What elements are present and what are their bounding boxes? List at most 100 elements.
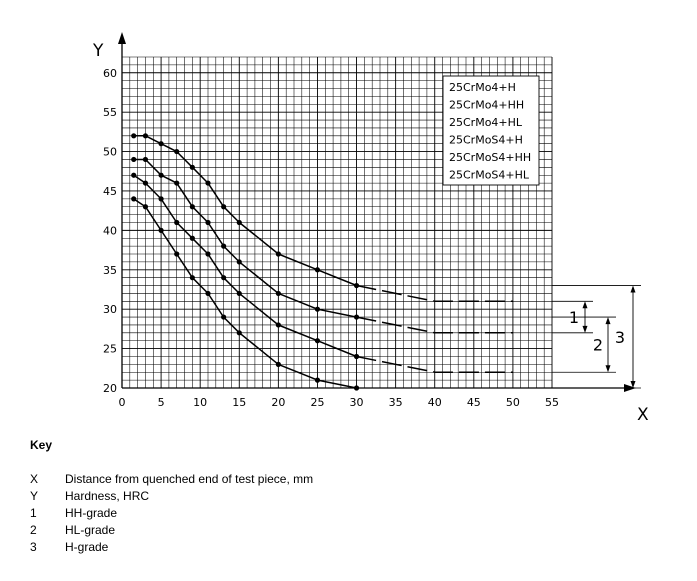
legend-entry: 25CrMoS4+HL	[449, 169, 530, 182]
x-tick-label: 15	[232, 396, 246, 409]
x-tick-label: 50	[506, 396, 520, 409]
data-point	[142, 133, 149, 139]
x-tick-label: 30	[350, 396, 364, 409]
y-tick-label: 60	[103, 67, 117, 80]
key-item: 1 HH-grade	[30, 505, 313, 522]
key-text: H-grade	[65, 540, 109, 554]
data-point	[174, 180, 180, 186]
series-group	[131, 133, 513, 391]
data-point	[314, 377, 321, 383]
series-extension-dashed	[356, 284, 513, 303]
key-item: 3 H-grade	[30, 539, 313, 556]
data-point	[142, 180, 149, 186]
key-symbol: 1	[30, 506, 37, 520]
bracket-arrow	[630, 381, 636, 388]
x-tick-labels: 0 5 10 15 20 25 30 35 40 45 50 55	[119, 396, 560, 409]
data-point	[236, 219, 242, 226]
data-point	[221, 275, 227, 281]
data-point	[189, 235, 195, 241]
key-section: Key X Distance from quenched end of test …	[30, 438, 313, 556]
key-symbol: 2	[30, 523, 37, 537]
bracket-arrow	[605, 365, 611, 373]
x-tick-label: 10	[193, 396, 207, 409]
x-tick-label: 20	[271, 396, 285, 409]
data-point	[142, 204, 149, 210]
data-point	[158, 141, 164, 147]
x-tick-label: 45	[467, 396, 481, 409]
key-list: X Distance from quenched end of test piec…	[30, 471, 313, 556]
jominy-hardness-chart: 0 5 10 15 20 25 30 35 40 45 50 55 20 25 30 35 40 45 50 55 6…	[92, 32, 649, 425]
data-point	[131, 172, 137, 178]
data-point	[131, 156, 137, 163]
data-point	[205, 251, 211, 257]
data-point	[236, 330, 242, 336]
y-tick-label: 20	[103, 382, 117, 395]
data-point	[236, 259, 242, 265]
series-extension-dashed	[356, 355, 513, 373]
key-symbol: X	[30, 472, 39, 486]
key-text: Distance from quenched end of test piece…	[65, 472, 314, 486]
series-line	[133, 135, 357, 287]
y-tick-label: 40	[103, 224, 117, 237]
x-tick-label: 55	[545, 396, 559, 409]
data-point	[131, 196, 137, 202]
data-point	[158, 172, 164, 178]
series-extension-dashed	[356, 316, 513, 334]
bracket-arrow	[582, 301, 588, 309]
data-point	[131, 133, 137, 139]
bracket-label: 2	[593, 336, 603, 355]
y-axis-arrow	[118, 32, 126, 44]
y-tick-label: 55	[103, 106, 117, 119]
data-point	[189, 164, 195, 170]
data-point	[221, 314, 227, 320]
bracket-group: 12 3	[552, 285, 641, 389]
legend-entry: 25CrMoS4+HH	[449, 151, 531, 164]
bracket-arrow	[630, 285, 636, 293]
data-point	[353, 385, 360, 391]
bracket-label: 3	[615, 328, 625, 347]
x-tick-label: 35	[389, 396, 403, 409]
data-point	[275, 290, 281, 297]
key-item: X Distance from quenched end of test piec…	[30, 471, 313, 488]
data-point	[221, 243, 227, 249]
data-point	[236, 290, 242, 297]
data-point	[205, 290, 211, 297]
legend-entry: 25CrMo4+H	[449, 81, 516, 94]
key-text: HL-grade	[65, 523, 116, 537]
data-point	[314, 338, 321, 344]
legend: 25CrMo4+H 25CrMo4+HH 25CrMo4+HL 25CrMoS4+H 2…	[442, 75, 540, 186]
y-tick-label: 45	[103, 185, 117, 198]
key-title: Key	[30, 438, 53, 452]
data-point	[174, 219, 180, 226]
data-point	[158, 227, 164, 233]
legend-entry: 25CrMo4+HL	[449, 116, 523, 129]
key-symbol: 3	[30, 540, 37, 554]
key-item: Y Hardness, HRC	[30, 488, 313, 505]
key-symbol: Y	[30, 489, 39, 503]
x-axis-label: X	[637, 405, 649, 425]
y-axis-label: Y	[92, 41, 104, 61]
y-tick-label: 50	[103, 146, 117, 159]
key-text: HH-grade	[65, 506, 118, 520]
data-point	[205, 219, 211, 226]
legend-box	[442, 75, 540, 186]
data-point	[275, 322, 281, 328]
data-point	[189, 275, 195, 281]
data-point	[158, 196, 164, 202]
data-point	[142, 156, 149, 163]
data-point	[275, 361, 281, 367]
key-text: Hardness, HRC	[65, 489, 150, 503]
legend-entry: 25CrMo4+HH	[449, 99, 524, 112]
data-point	[314, 306, 321, 312]
x-tick-label: 0	[119, 396, 126, 409]
x-tick-label: 5	[158, 396, 165, 409]
y-tick-label: 30	[103, 303, 117, 316]
x-tick-label: 40	[428, 396, 442, 409]
data-point	[205, 180, 211, 186]
y-tick-label: 25	[103, 343, 117, 356]
y-tick-labels: 20 25 30 35 40 45 50 55 60	[103, 67, 117, 395]
x-tick-label: 25	[310, 396, 324, 409]
data-point	[189, 204, 195, 210]
data-point	[174, 251, 180, 257]
bracket-arrow	[582, 325, 588, 333]
